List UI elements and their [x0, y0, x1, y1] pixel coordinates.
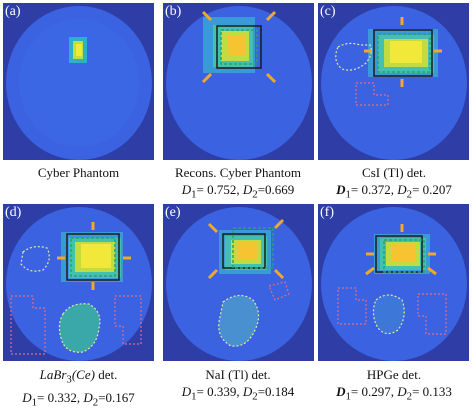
caption-f: HPGe det. D1= 0.297, D2= 0.133	[314, 366, 474, 406]
caption-f-metrics: D1= 0.297, D2= 0.133	[336, 384, 452, 403]
panel-a-heatmap	[3, 3, 154, 160]
caption-e: NaI (Tl) det. D1= 0.339, D2=0.184	[158, 366, 318, 406]
panel-b-label: (b)	[165, 4, 182, 19]
caption-c-title: CsI (Tl) det.	[362, 165, 426, 180]
panel-e-heatmap	[163, 204, 314, 361]
caption-f-title: HPGe det.	[366, 367, 422, 382]
caption-b-d2: 0.669	[265, 182, 295, 197]
caption-d-d1: 0.332	[47, 389, 77, 405]
panel-c-label: (c)	[320, 4, 336, 19]
caption-e-d2: 0.184	[265, 384, 295, 399]
caption-d-title: LaBr3(Ce) det.	[39, 367, 118, 386]
caption-f-d1: 0.297	[361, 384, 391, 399]
panel-d-image: (d)	[3, 204, 154, 361]
caption-a: Cyber Phantom	[0, 164, 157, 181]
caption-d-metrics: D1= 0.332, D2=0.167	[22, 389, 135, 409]
panel-f-heatmap	[318, 204, 469, 361]
panel-e-label: (e)	[165, 205, 181, 220]
caption-c-d2: 0.207	[422, 182, 452, 197]
caption-b-title: Recons. Cyber Phantom	[174, 165, 301, 180]
panel-d-label: (d)	[5, 205, 22, 220]
caption-b-d1: 0.752	[207, 182, 237, 197]
caption-e-title: NaI (Tl) det.	[205, 367, 271, 382]
panel-f-image: (f)	[318, 204, 469, 361]
panel-c-heatmap	[318, 3, 469, 160]
caption-a-title: Cyber Phantom	[37, 165, 120, 180]
panel-a-image: (a)	[3, 3, 154, 160]
panel-b-image: (b)	[163, 3, 314, 160]
panel-f-label: (f)	[320, 205, 334, 220]
caption-d-d2: 0.167	[105, 389, 135, 405]
panel-c-image: (c)	[318, 3, 469, 160]
caption-d: LaBr3(Ce) det. D1= 0.332, D2=0.167	[0, 366, 157, 411]
panel-d-heatmap	[3, 204, 154, 361]
caption-c-d1: 0.372	[361, 182, 391, 197]
panel-b-heatmap	[163, 3, 314, 160]
caption-b-metrics: D1= 0.752, D2=0.669	[181, 182, 295, 201]
panel-e-image: (e)	[163, 204, 314, 361]
caption-e-metrics: D1= 0.339, D2=0.184	[181, 384, 295, 403]
caption-c-metrics: D1= 0.372, D2= 0.207	[336, 182, 452, 201]
caption-c: CsI (Tl) det. D1= 0.372, D2= 0.207	[314, 164, 474, 204]
caption-e-d1: 0.339	[207, 384, 237, 399]
caption-f-d2: 0.133	[422, 384, 452, 399]
caption-b: Recons. Cyber Phantom D1= 0.752, D2=0.66…	[158, 164, 318, 204]
panel-a-label: (a)	[5, 4, 21, 19]
